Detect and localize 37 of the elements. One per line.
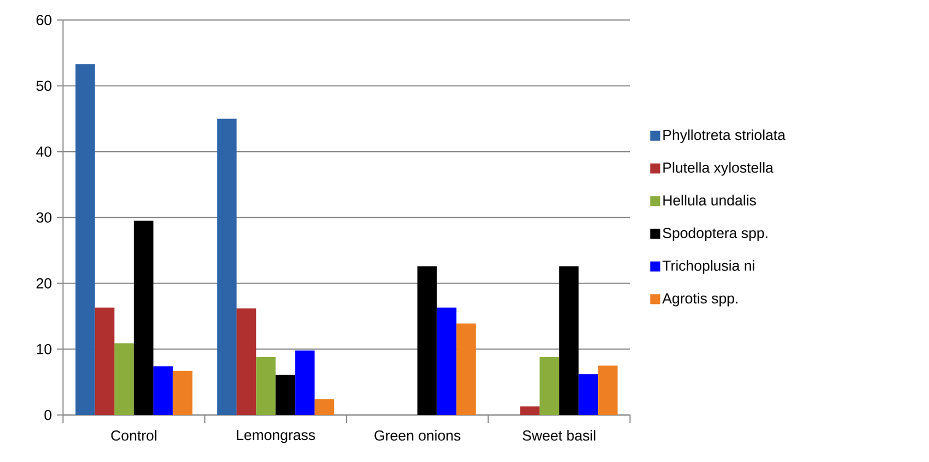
- bar: [540, 357, 560, 415]
- legend-label: Phyllotreta striolata: [663, 129, 786, 143]
- bar: [578, 374, 598, 415]
- y-tick-label: 30: [36, 212, 52, 223]
- y-tick-label: 40: [36, 146, 52, 157]
- bar: [276, 374, 296, 415]
- y-tick-label: 20: [36, 278, 52, 288]
- y-tick-label: 50: [36, 80, 52, 91]
- bar: [520, 406, 540, 415]
- bar: [256, 357, 276, 415]
- bar: [559, 266, 579, 415]
- legend-label: Trichoplusia ni: [662, 260, 754, 274]
- x-tick-label: Green onions: [374, 430, 460, 441]
- x-tick-label: Control: [111, 430, 156, 441]
- bar: [598, 366, 618, 415]
- bar: [456, 323, 476, 415]
- bar: [236, 308, 256, 415]
- x-tick-label: Lemongrass: [236, 430, 315, 444]
- legend-label: Spodoptera spp.: [662, 227, 768, 242]
- legend-label: Hellula undalis: [663, 194, 756, 206]
- bar: [295, 350, 315, 415]
- x-tick-label: Sweet basil: [522, 430, 596, 441]
- bar: [94, 308, 114, 415]
- bar: [153, 366, 173, 415]
- bar: [172, 370, 192, 415]
- y-tick-label: 60: [36, 14, 52, 26]
- legend-label: Plutella xylostella: [663, 162, 774, 176]
- y-tick-label: 10: [36, 344, 52, 354]
- y-tick-label: 0: [44, 410, 52, 420]
- bar: [114, 343, 134, 415]
- legend-label: Agrotis spp.: [662, 292, 738, 306]
- bar: [217, 118, 237, 415]
- bar: [417, 266, 437, 415]
- bar: [314, 399, 334, 415]
- bar: [134, 220, 154, 415]
- bar: [436, 308, 456, 415]
- bar: [75, 64, 95, 415]
